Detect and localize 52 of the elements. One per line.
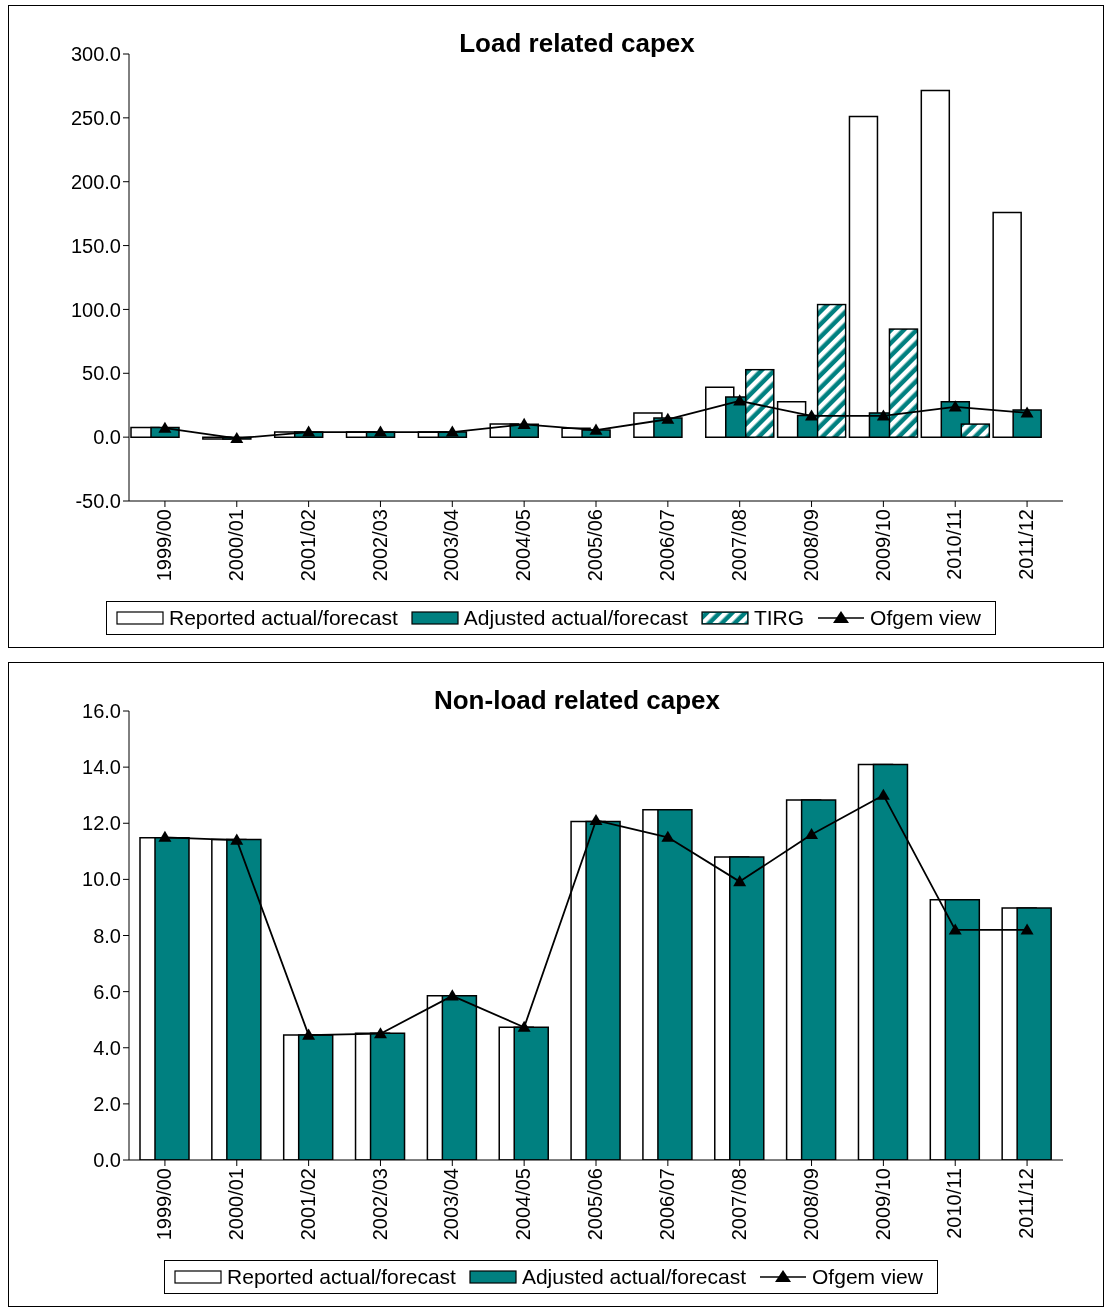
chart-title: Load related capex	[459, 28, 695, 58]
y-tick-label: 50.0	[82, 362, 121, 385]
y-tick-label: 2.0	[93, 1092, 121, 1115]
x-tick-label: 2000/01	[224, 509, 247, 582]
x-tick-label: 2005/06	[584, 1168, 607, 1241]
x-tick-label: 2005/06	[584, 509, 607, 582]
y-tick-label: 300.0	[70, 43, 121, 66]
x-tick-label: 2011/12	[1015, 509, 1038, 580]
x-tick-label: 2001/02	[296, 509, 319, 582]
x-tick-label: 2002/03	[368, 1168, 391, 1241]
y-tick-label: 0.0	[93, 1149, 121, 1172]
x-tick-label: 2004/05	[512, 1168, 535, 1241]
x-tick-label: 2002/03	[368, 509, 391, 582]
legend-label: Reported actual/forecast	[227, 1265, 456, 1289]
y-tick-label: 200.0	[70, 170, 121, 193]
y-tick-label: 0.0	[93, 426, 121, 449]
x-tick-label: 2008/09	[799, 1168, 822, 1241]
x-tick-label: 2004/05	[512, 509, 535, 582]
legend-label: Adjusted actual/forecast	[463, 606, 688, 630]
x-tick-label: 2010/11	[943, 1168, 966, 1239]
y-tick-label: 10.0	[82, 868, 121, 891]
legend-label: Adjusted actual/forecast	[521, 1265, 747, 1289]
y-tick-label: -50.0	[75, 490, 121, 513]
x-tick-label: 2006/07	[656, 1168, 679, 1241]
y-tick-label: 16.0	[82, 700, 121, 723]
y-tick-label: 250.0	[70, 106, 121, 129]
y-tick-label: 100.0	[70, 298, 121, 321]
y-tick-label: 14.0	[82, 756, 121, 779]
y-tick-label: 8.0	[93, 924, 121, 947]
x-tick-label: 2009/10	[871, 1168, 894, 1241]
x-tick-label: 2008/09	[799, 509, 822, 582]
x-tick-label: 2001/02	[296, 1168, 319, 1241]
x-tick-label: 2010/11	[943, 509, 966, 580]
x-tick-label: 2006/07	[656, 509, 679, 582]
x-tick-label: 2011/12	[1015, 1168, 1038, 1239]
y-tick-label: 12.0	[82, 812, 121, 835]
x-tick-label: 1999/00	[153, 509, 176, 582]
x-tick-label: 1999/00	[153, 1168, 176, 1241]
y-tick-label: 150.0	[70, 234, 121, 257]
legend-label: TIRG	[753, 606, 805, 630]
x-tick-label: 2007/08	[727, 509, 750, 582]
legend-label: Ofgem view	[812, 1265, 923, 1289]
x-tick-label: 2003/04	[440, 509, 463, 582]
x-tick-label: 2003/04	[440, 1168, 463, 1241]
legend-label: Reported actual/forecast	[169, 606, 398, 630]
x-tick-label: 2009/10	[871, 509, 894, 582]
y-tick-label: 4.0	[93, 1036, 121, 1059]
x-tick-label: 2000/01	[224, 1168, 247, 1241]
legend-label: Ofgem view	[870, 606, 981, 630]
chart-title: Non-load related capex	[433, 685, 721, 715]
x-tick-label: 2007/08	[727, 1168, 750, 1241]
y-tick-label: 6.0	[93, 980, 121, 1003]
